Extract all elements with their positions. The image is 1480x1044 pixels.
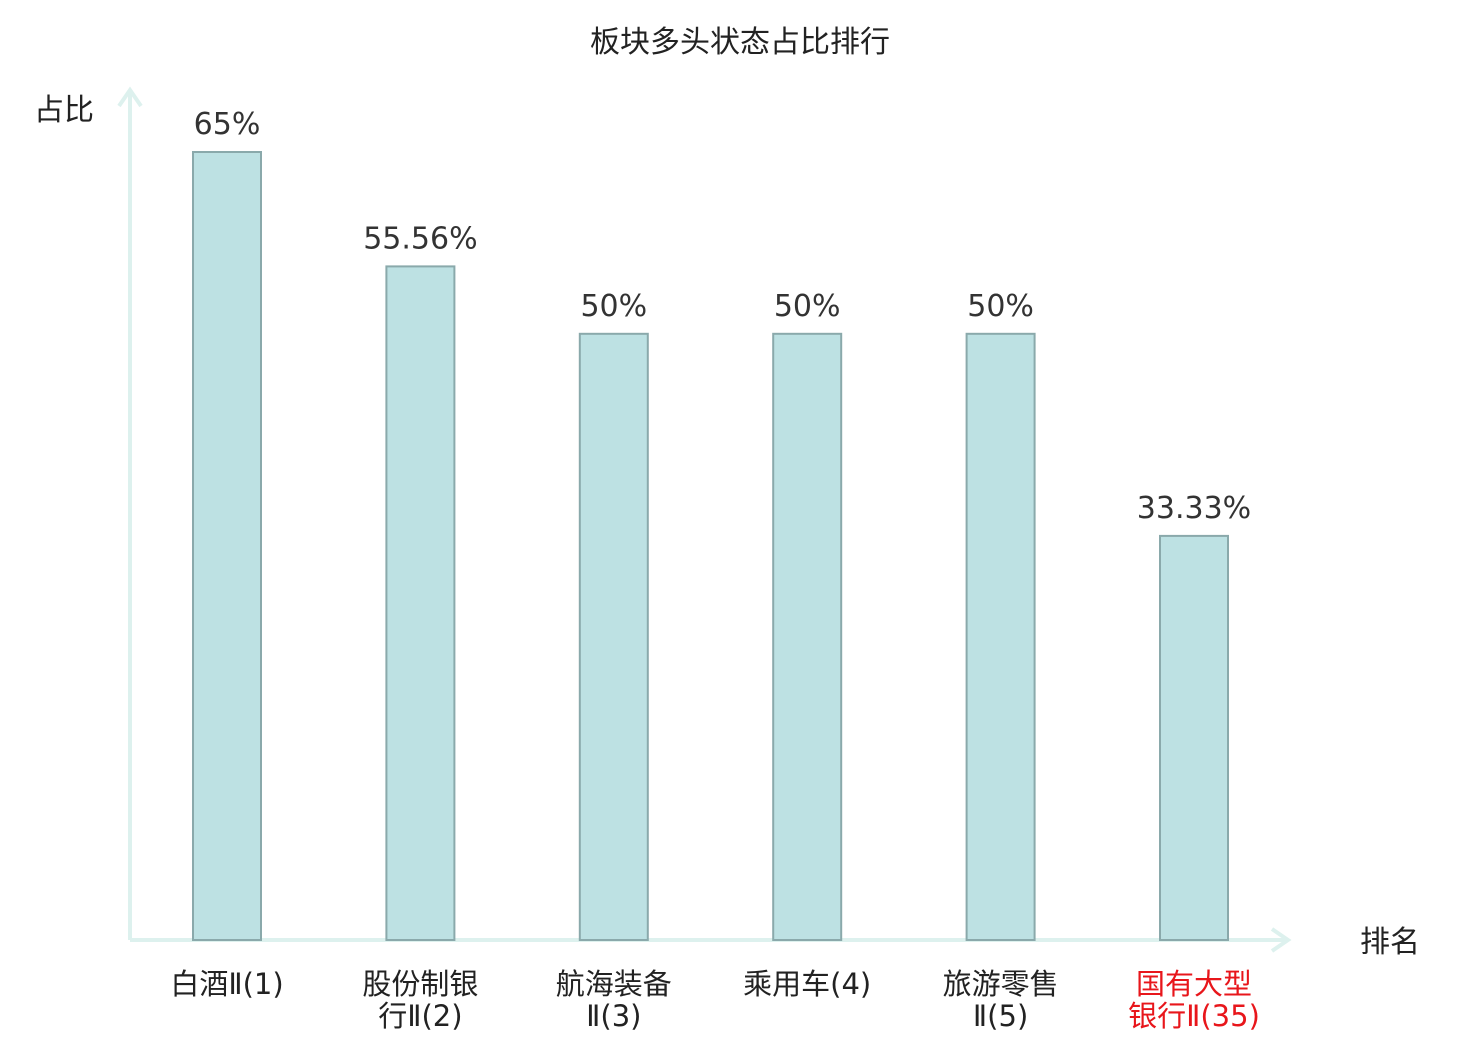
x-tick-label: 乘用车(4): [743, 967, 871, 1001]
x-tick-label: 股份制银: [362, 967, 478, 1001]
bar: [192, 151, 262, 941]
bar-value-label: 65%: [194, 107, 261, 142]
x-tick-label: Ⅱ(5): [973, 999, 1028, 1033]
x-axis-arrowhead: [1270, 927, 1292, 953]
bar-value-label: 50%: [774, 289, 841, 324]
x-tick-label: 银行Ⅱ(35): [1128, 999, 1260, 1033]
bar-value-label: 33.33%: [1137, 491, 1251, 526]
bar: [578, 332, 649, 941]
bar: [1159, 534, 1229, 942]
bars-group: [192, 151, 1229, 942]
x-tick-label: 行Ⅱ(2): [378, 999, 462, 1033]
bar: [385, 265, 456, 941]
bar: [965, 332, 1036, 941]
x-tick-label: 国有大型: [1136, 967, 1252, 1001]
x-tick-label: 旅游零售: [943, 967, 1059, 1001]
x-axis-label: 排名: [1360, 925, 1420, 960]
x-tick-label: 航海装备: [556, 967, 672, 1001]
chart-title: 板块多头状态占比排行: [590, 25, 890, 60]
value-labels-group: 65% 55.56% 50% 50% 50% 33.33%: [194, 107, 1252, 526]
bar-value-label: 50%: [580, 289, 647, 324]
x-tick-label: Ⅱ(3): [586, 999, 641, 1033]
bar: [772, 332, 843, 941]
bar-value-label: 55.56%: [363, 221, 477, 256]
y-axis-arrowhead: [117, 86, 143, 108]
y-axis-label: 占比: [34, 93, 94, 128]
x-tick-label: 白酒Ⅱ(1): [170, 967, 283, 1001]
bar-value-label: 50%: [967, 289, 1034, 324]
